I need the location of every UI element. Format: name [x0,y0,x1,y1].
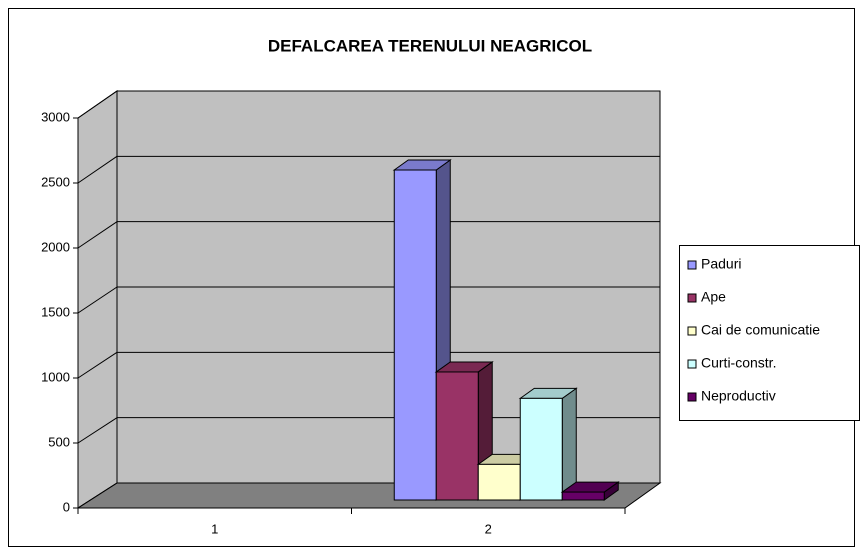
bar [393,169,437,501]
y-tick-label: 2000 [41,239,70,254]
bar [477,463,521,501]
legend-label: Cai de comunicatie [701,322,820,338]
grid-line-side [77,90,118,119]
grid-line-side [77,286,118,314]
y-tick-label: 0 [63,499,70,514]
bar [435,371,479,501]
chart-title: DEFALCAREA TERENULUI NEAGRICOL [268,36,592,55]
x-tick-label: 2 [485,521,492,536]
y-tick-label: 1500 [41,304,70,319]
legend-swatch [687,392,697,402]
grid-line-side [77,351,118,379]
y-tick-label: 500 [48,434,70,449]
legend-swatch [687,293,697,303]
y-tick-label: 1000 [41,369,70,384]
grid-line-side [77,221,118,249]
bar [561,491,605,501]
x-tick-label: 1 [211,521,218,536]
y-tick-label: 3000 [41,109,70,124]
bar [519,397,563,501]
legend-swatch [687,260,697,270]
legend-box [679,245,860,421]
legend-label: Paduri [701,256,741,272]
legend-label: Neproductiv [701,388,776,404]
grid-line-side [77,417,118,444]
y-tick-label: 2500 [41,174,70,189]
grid-line-side [77,482,118,509]
legend-label: Ape [701,289,726,305]
legend-label: Curti-constr. [701,355,776,371]
legend: Paduri Ape Cai de comunicatie Curti-constr.… [679,245,860,421]
grid-line-side [77,155,118,184]
legend-swatch [687,359,697,369]
legend-swatch [687,326,697,336]
